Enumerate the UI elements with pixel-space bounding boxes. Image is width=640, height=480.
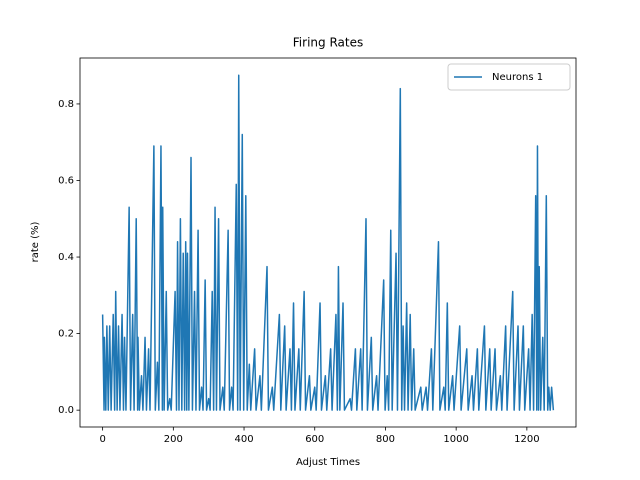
x-tick-label: 1000 bbox=[443, 434, 468, 445]
x-tick-label: 400 bbox=[234, 434, 253, 445]
x-tick-label: 1200 bbox=[514, 434, 539, 445]
y-tick-label: 0.4 bbox=[58, 252, 74, 263]
y-tick-label: 0.2 bbox=[58, 329, 74, 340]
x-tick-label: 200 bbox=[164, 434, 183, 445]
x-tick-label: 0 bbox=[99, 434, 105, 445]
x-tick-label: 800 bbox=[376, 434, 395, 445]
plot-frame bbox=[79, 57, 577, 428]
data-line bbox=[101, 74, 555, 411]
y-axis-label: rate (%) bbox=[30, 222, 41, 263]
chart-title: Firing Rates bbox=[293, 36, 363, 50]
x-axis-label: Adjust Times bbox=[296, 457, 360, 468]
y-tick-label: 0.6 bbox=[58, 175, 74, 186]
y-tick-label: 0.0 bbox=[58, 405, 74, 416]
legend-label: Neurons 1 bbox=[492, 72, 543, 83]
x-tick-label: 600 bbox=[305, 434, 324, 445]
legend-box bbox=[447, 63, 571, 91]
y-tick-label: 0.8 bbox=[58, 99, 74, 110]
